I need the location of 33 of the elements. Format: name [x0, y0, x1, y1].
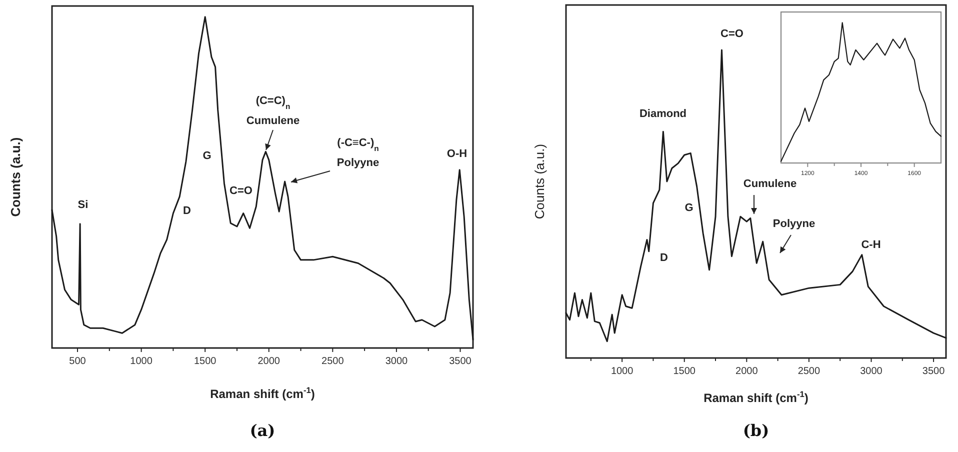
annotation: (C=C)$_{n}$ Cumulene	[246, 94, 300, 127]
x-tick-label: 1500	[673, 366, 696, 377]
annotation: C-H	[861, 238, 881, 251]
x-axis-title: Raman shift (cm$^{-1}$)	[210, 385, 315, 401]
y-axis-title: Counts (a.u.)	[8, 137, 24, 217]
x-tick-label: 2000	[258, 356, 280, 367]
x-tick-label: 3500	[449, 356, 472, 367]
annotation: Cumulene	[743, 178, 797, 190]
x-tick-label: 2500	[322, 356, 344, 367]
annotation: G	[202, 150, 212, 162]
annotation: O-H	[446, 148, 468, 160]
text: C=O	[720, 28, 744, 40]
annotation: D	[660, 252, 668, 264]
x-axis-title: Raman shift (cm$^{-1}$)	[704, 389, 808, 405]
text: (b)	[742, 421, 770, 440]
x-tick-label: 1500	[194, 356, 217, 367]
x-tick-label: 3000	[385, 356, 408, 367]
annotation: Si	[78, 198, 88, 211]
text: (a)	[250, 421, 276, 440]
annotation: Polyyne	[772, 218, 816, 230]
x-tick-label: 3500	[922, 366, 946, 377]
annotation: D	[183, 204, 192, 217]
annotation: C=O	[230, 184, 253, 197]
y-axis-title: Counts (a.u.)	[532, 144, 548, 220]
annotation: G	[684, 202, 694, 214]
annotation: Diamond	[639, 108, 687, 120]
x-tick-label: 2000	[736, 366, 758, 377]
annotation: (-C≡C-)$_{n}$ Polyyne	[336, 136, 380, 169]
x-tick-label: 500	[69, 356, 86, 367]
x-tick-label: 3000	[860, 366, 883, 377]
x-tick-label: 1000	[610, 366, 634, 377]
x-tick-label: 1000	[130, 356, 153, 367]
x-tick-label: 2500	[798, 366, 821, 377]
